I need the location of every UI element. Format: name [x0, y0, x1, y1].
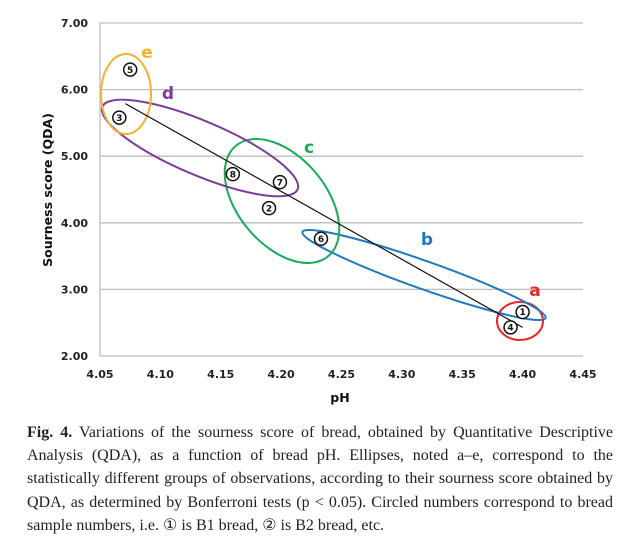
y-tick-label: 6.00 — [61, 84, 88, 97]
data-point: 1 — [515, 304, 530, 320]
figure-caption: Fig. 4. Variations of the sourness score… — [27, 421, 613, 537]
data-point: 6 — [313, 231, 329, 247]
x-tick-label: 4.35 — [449, 368, 476, 381]
group-ellipse-e — [100, 53, 152, 135]
group-label-a: a — [529, 281, 540, 301]
point-label: 5 — [127, 66, 133, 76]
caption-text: Variations of the sourness score of brea… — [27, 424, 613, 534]
data-point: 3 — [112, 110, 127, 125]
figure-label: Fig. 4. — [27, 424, 73, 441]
group-ellipse-b — [301, 228, 547, 322]
point-marker — [122, 62, 138, 77]
group-ellipse-d — [100, 98, 300, 198]
point-marker — [503, 320, 518, 335]
x-axis-label: pH — [330, 390, 349, 405]
data-point: 5 — [122, 62, 138, 77]
point-marker — [112, 110, 127, 125]
x-tick-label: 4.20 — [268, 368, 295, 381]
point-label: 4 — [507, 324, 513, 334]
y-tick-label: 5.00 — [61, 150, 88, 163]
y-tick-label: 4.00 — [61, 217, 88, 230]
point-label: 1 — [519, 308, 525, 318]
y-tick-label: 2.00 — [61, 350, 88, 363]
sourness-ph-chart: 2.00 3.00 4.00 5.00 6.00 7.00 4.05 4.10 4.15 4.20… — [40, 17, 597, 405]
group-label-d: d — [162, 84, 174, 104]
point-marker — [313, 231, 329, 247]
x-tick-label: 4.45 — [569, 368, 596, 381]
x-tick-label: 4.05 — [86, 368, 113, 381]
x-tick-label: 4.25 — [328, 368, 355, 381]
group-ellipse-a — [496, 301, 544, 341]
point-label: 6 — [318, 235, 324, 245]
x-tick-label: 4.15 — [207, 368, 234, 381]
data-point: 2 — [261, 200, 277, 216]
y-tick-label: 7.00 — [61, 17, 88, 30]
data-point: 4 — [503, 320, 518, 335]
x-tick-label: 4.40 — [509, 368, 536, 381]
point-label: 7 — [277, 178, 283, 188]
point-marker — [515, 304, 530, 320]
group-label-e: e — [141, 43, 153, 63]
point-marker — [272, 174, 288, 190]
point-marker — [225, 166, 241, 182]
x-tick-label: 4.30 — [388, 368, 415, 381]
point-label: 3 — [116, 114, 122, 124]
group-label-c: c — [304, 138, 314, 158]
point-label: 2 — [266, 204, 272, 214]
y-axis-label: Sourness score (QDA) — [40, 113, 55, 267]
data-point: 7 — [272, 174, 288, 190]
y-tick-label: 3.00 — [61, 283, 88, 296]
group-label-b: b — [421, 230, 433, 250]
trend-line — [125, 103, 523, 328]
x-tick-label: 4.10 — [147, 368, 174, 381]
data-point: 8 — [225, 166, 241, 182]
group-ellipse-c — [223, 138, 341, 264]
point-marker — [261, 200, 277, 216]
point-label: 8 — [230, 170, 236, 180]
